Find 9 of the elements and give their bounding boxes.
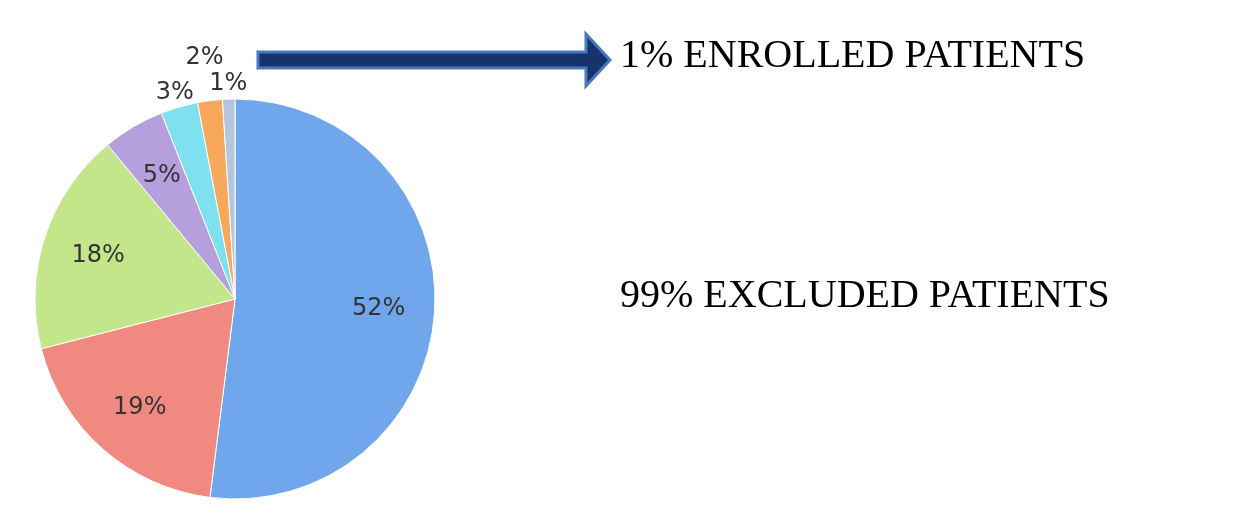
- data-label: 2%: [185, 41, 224, 70]
- data-label: 5%: [142, 160, 181, 189]
- text: 1% ENROLLED PATIENTS: [620, 30, 1086, 77]
- data-label: 1%: [209, 68, 248, 97]
- text: 99% EXCLUDED PATIENTS: [620, 270, 1110, 317]
- data-label: 19%: [113, 392, 167, 421]
- data-label: 18%: [71, 239, 125, 268]
- data-label: 3%: [155, 76, 194, 105]
- data-label: 52%: [352, 293, 406, 322]
